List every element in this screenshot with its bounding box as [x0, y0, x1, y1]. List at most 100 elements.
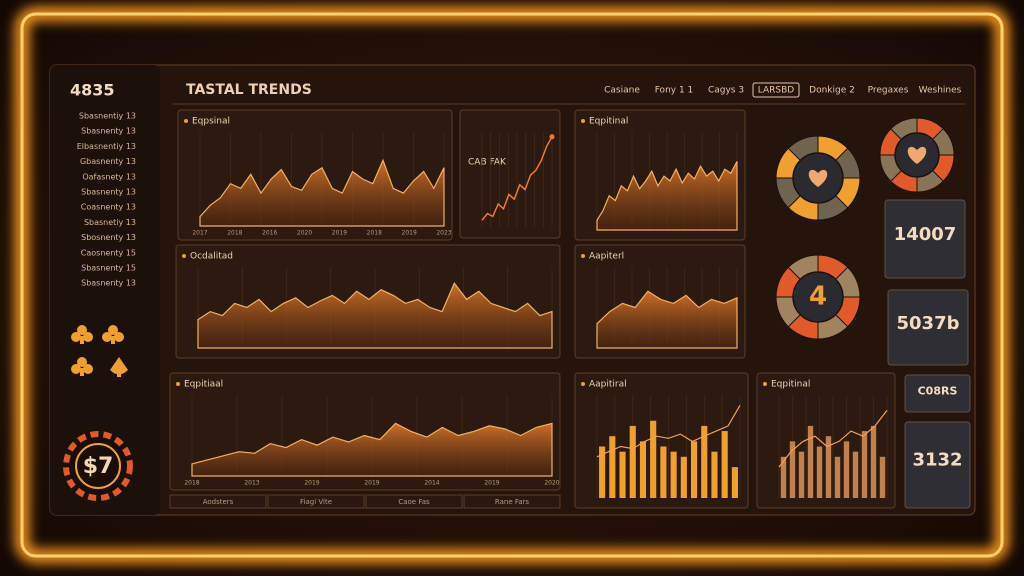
area — [596, 290, 738, 349]
heart-icon — [808, 169, 828, 187]
nav-item[interactable]: Weshines — [919, 86, 962, 96]
x-tick-label: 2023 — [436, 230, 451, 237]
bar — [721, 431, 728, 498]
panel-title: Ocdalitad — [190, 252, 233, 262]
x-tick-label: 2014 — [424, 480, 439, 487]
panel-title: Eqpitinal — [771, 380, 810, 390]
x-tick-label: 2019 — [402, 230, 417, 237]
panel-title: Aapitiral — [589, 380, 627, 390]
bar — [599, 446, 606, 498]
tab-label[interactable]: Fiagi Vite — [300, 498, 332, 506]
nav-item[interactable]: Donkige 2 — [809, 86, 855, 96]
bar — [609, 436, 616, 498]
bar — [825, 436, 832, 498]
panel-dot — [182, 254, 186, 258]
panel-dot — [184, 119, 188, 123]
stat-value: 3132 — [912, 450, 962, 471]
x-tick-label: 2018 — [184, 480, 199, 487]
panel-dot — [581, 119, 585, 123]
tab — [463, 494, 561, 509]
x-tick-label: 2018 — [227, 230, 242, 237]
bar — [711, 451, 718, 498]
x-tick-label: 2019 — [332, 230, 347, 237]
panel-dot — [763, 382, 767, 386]
tab-label[interactable]: Caoe Fas — [398, 498, 430, 506]
bar — [619, 451, 626, 498]
panel-title: Eqpsinal — [192, 117, 230, 127]
sidebar-item: Gbasnenty 13 — [80, 157, 136, 166]
donut-hole — [793, 272, 843, 322]
stat-value: 14007 — [894, 224, 957, 245]
bar — [834, 456, 841, 498]
chip-label: $7 — [83, 454, 114, 479]
bar — [731, 467, 738, 498]
chip — [63, 431, 133, 501]
sidebar — [50, 65, 160, 515]
panel-title: Eqpitiaal — [184, 380, 223, 390]
panel-dot — [176, 382, 180, 386]
bar — [670, 451, 677, 498]
x-tick-label: 2016 — [262, 230, 277, 237]
bar — [870, 425, 877, 498]
sidebar-item: Sbasnenty 13 — [81, 127, 136, 136]
sidebar-item: Caosnenty 15 — [81, 248, 136, 257]
bar — [690, 441, 698, 498]
bar — [789, 441, 796, 498]
donut-label: 4 — [809, 282, 827, 312]
sidebar-code: 4835 — [70, 81, 115, 100]
sidebar-item: Coasnenty 13 — [81, 203, 136, 212]
area — [596, 161, 738, 231]
donut-segment — [787, 254, 819, 280]
x-tick-label: 2019 — [304, 480, 319, 487]
tab — [365, 494, 463, 509]
panel-dot — [581, 382, 585, 386]
panel-title: Aapiterl — [589, 252, 624, 262]
trend-line — [596, 404, 741, 458]
tab-label[interactable]: Rane Fars — [495, 498, 530, 506]
panel-title: CAB FAK — [468, 158, 507, 168]
heart-icon — [907, 146, 927, 164]
bar — [680, 456, 687, 498]
nav-item[interactable]: Pregaxes — [868, 86, 909, 96]
bar — [879, 456, 886, 498]
x-tick-label: 2018 — [367, 230, 382, 237]
trend-line — [778, 410, 888, 468]
tab — [169, 494, 267, 509]
glow-frame-core — [20, 12, 1004, 558]
area — [199, 158, 445, 227]
suit-icons — [71, 325, 128, 377]
x-tick-label: 2020 — [544, 480, 559, 487]
stat-box — [904, 421, 971, 509]
page-title: TASTAL TRENDS — [186, 82, 312, 98]
sidebar-item: Sbasnetiy 13 — [84, 218, 136, 227]
donut-segment — [787, 135, 819, 161]
stat-value: C08RS — [918, 385, 958, 398]
sidebar-item: Sbasnenty 13 — [81, 188, 136, 197]
bar — [780, 456, 787, 498]
tab-label[interactable]: Aodsters — [203, 498, 234, 506]
line — [481, 136, 553, 221]
bar — [861, 431, 868, 498]
nav-item[interactable]: Fony 1 1 — [655, 86, 694, 96]
panel — [459, 109, 561, 239]
sidebar-item: Sbasnenty 13 — [81, 279, 136, 288]
sidebar-item: Sbosnenty 13 — [81, 233, 136, 242]
nav-item[interactable]: Casiane — [604, 86, 640, 96]
panel-title: Eqpitinal — [589, 117, 628, 127]
stat-box — [887, 289, 969, 366]
nav-item[interactable]: LARSBD — [758, 86, 795, 96]
x-tick-label: 2019 — [364, 480, 379, 487]
bar — [629, 425, 636, 498]
sidebar-item: Oafasnety 13 — [82, 172, 136, 181]
bar — [807, 425, 814, 498]
nav-item[interactable]: Cagys 3 — [708, 86, 744, 96]
donut-segment — [890, 117, 918, 141]
bar — [701, 425, 708, 498]
x-tick-label: 2020 — [297, 230, 312, 237]
line-end — [549, 134, 555, 140]
sidebar-item: Sbasnentiy 13 — [79, 112, 136, 121]
x-tick-label: 2013 — [244, 480, 259, 487]
area — [197, 282, 553, 349]
bar — [816, 446, 823, 498]
